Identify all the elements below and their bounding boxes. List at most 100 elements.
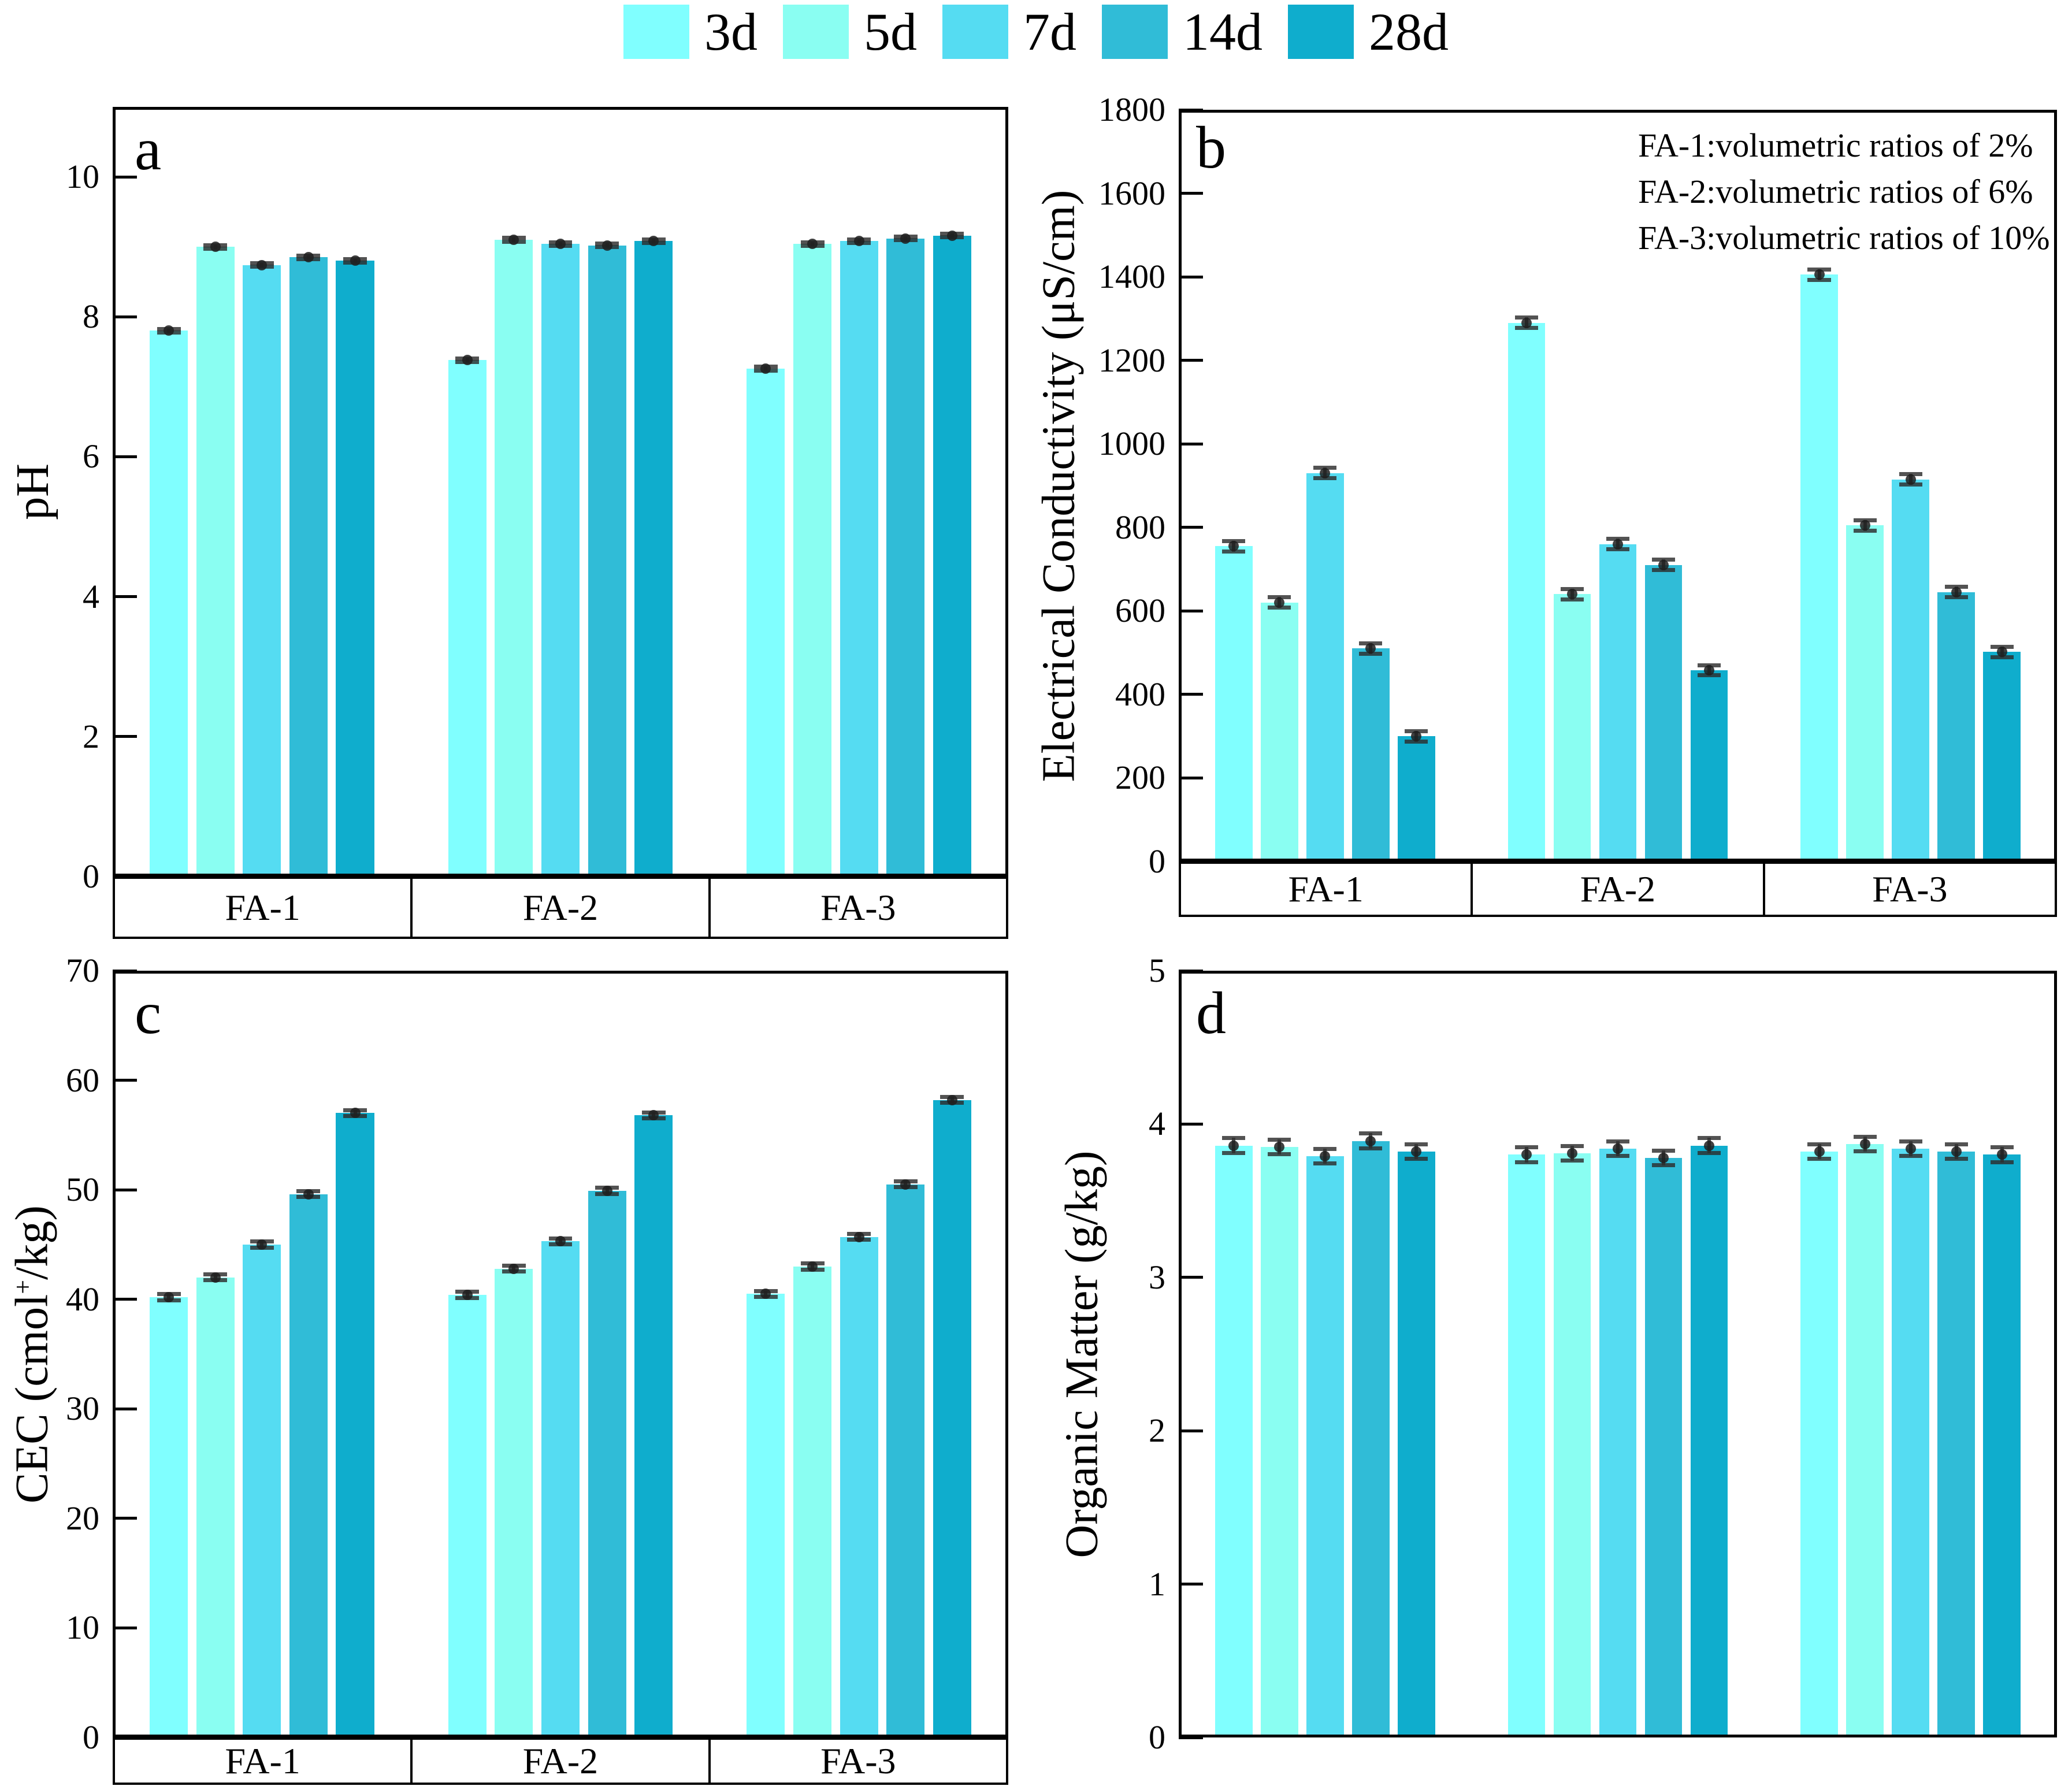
error-bar-dot <box>1411 1146 1422 1157</box>
bar-d-FA-2-28d <box>1690 1145 1728 1737</box>
error-bar-dot <box>1613 539 1623 549</box>
bar-a-FA-1-28d <box>336 261 374 877</box>
bar-d-FA-3-5d <box>1846 1143 1884 1737</box>
bar-a-FA-1-7d <box>243 265 281 877</box>
error-bar-dot <box>853 1231 864 1242</box>
bar-b-FA-3-28d <box>1983 652 2021 862</box>
error-bar-cap-bottom <box>1651 1163 1676 1168</box>
bar-d-FA-2-14d <box>1644 1157 1683 1737</box>
panel-letter-a: a <box>135 116 162 183</box>
bar-d-FA-3-7d <box>1892 1148 1930 1737</box>
y-tick-label-d-0: 0 <box>1149 1718 1165 1756</box>
y-tick-label-c-60: 60 <box>66 1061 99 1099</box>
group-label-a-FA-3: FA-3 <box>820 887 896 928</box>
error-bar-dot <box>1814 269 1825 280</box>
annotation-line-2: FA-2:volumetric ratios of 6% <box>1638 173 2033 211</box>
y-tick-label-a-6: 6 <box>83 437 99 476</box>
error-bar-dot <box>508 235 519 246</box>
y-axis-label-b: Electrical Conductivity (μS/cm) <box>1033 190 1084 782</box>
error-bar-dot <box>210 242 221 253</box>
error-bar-dot <box>1996 647 2007 658</box>
bar-c-FA-1-7d <box>243 1244 281 1737</box>
bar-d-FA-1-5d <box>1260 1147 1298 1737</box>
error-bar-cap-bottom <box>1807 277 1831 282</box>
group-label-b-FA-3: FA-3 <box>1872 868 1948 909</box>
panel-letter-d: d <box>1196 980 1226 1046</box>
error-bar-dot <box>257 259 268 270</box>
y-tick-label-c-20: 20 <box>66 1499 99 1537</box>
y-tick-a-10 <box>113 175 137 179</box>
legend-swatch-5d <box>783 5 849 59</box>
bar-a-FA-2-28d <box>634 241 673 877</box>
y-axis-label-a: pH <box>8 463 58 520</box>
y-tick-b-400 <box>1179 693 1203 696</box>
error-bar-cap-bottom <box>1222 1150 1246 1155</box>
error-bar-cap-bottom <box>1560 597 1584 601</box>
error-bar-cap-bottom <box>1560 1159 1584 1163</box>
y-tick-c-20 <box>113 1517 137 1520</box>
error-bar-dot <box>601 1186 612 1197</box>
error-bar-dot <box>350 1108 361 1119</box>
y-tick-c-10 <box>113 1626 137 1629</box>
error-bar-cap-top <box>1807 1142 1831 1146</box>
y-tick-label-a-0: 0 <box>83 857 99 895</box>
error-bar-dot <box>946 230 957 241</box>
bar-c-FA-2-3d <box>448 1295 487 1737</box>
error-bar-dot <box>648 236 659 247</box>
group-label-a-FA-2: FA-2 <box>413 879 711 937</box>
bar-a-FA-3-14d <box>886 238 925 877</box>
bar-b-FA-2-3d <box>1507 322 1546 862</box>
y-tick-label-d-5: 5 <box>1149 952 1165 989</box>
error-bar-dot <box>1951 586 1962 597</box>
error-bar-dot <box>164 1291 174 1302</box>
bar-c-FA-3-3d <box>747 1294 785 1737</box>
error-bar-cap-top <box>1853 1134 1877 1139</box>
legend: 3d 5d 7d 14d 28d <box>0 5 2072 59</box>
annotation-line-3: FA-3:volumetric ratios of 10% <box>1638 219 2050 257</box>
bar-a-FA-3-3d <box>747 368 785 877</box>
y-tick-label-b-800: 800 <box>1115 508 1165 546</box>
error-bar-dot <box>1613 1143 1623 1154</box>
error-bar-dot <box>900 1179 911 1190</box>
bar-a-FA-3-5d <box>793 244 832 877</box>
y-tick-label-b-0: 0 <box>1149 842 1165 880</box>
error-bar-dot <box>1365 643 1376 654</box>
error-bar-dot <box>853 236 864 247</box>
group-label-c-FA-2: FA-2 <box>413 1740 711 1783</box>
group-label-c-FA-3: FA-3 <box>820 1740 896 1781</box>
bar-c-FA-2-14d <box>588 1191 626 1737</box>
error-bar-cap-bottom <box>1405 739 1428 744</box>
bar-b-FA-1-3d <box>1215 546 1253 862</box>
y-tick-b-1200 <box>1179 359 1203 362</box>
y-tick-label-c-70: 70 <box>66 952 99 989</box>
error-bar-cap-bottom <box>1359 1146 1383 1150</box>
bar-c-FA-1-14d <box>289 1194 328 1737</box>
error-bar-cap-bottom <box>1359 651 1383 656</box>
bar-b-FA-3-14d <box>1937 592 1976 862</box>
error-bar-dot <box>1274 597 1285 608</box>
y-tick-d-0 <box>1179 1736 1203 1739</box>
error-bar-cap-bottom <box>1514 1160 1538 1164</box>
panel-letter-b: b <box>1196 114 1226 181</box>
error-bar-dot <box>1996 1149 2007 1160</box>
error-bar-dot <box>1905 474 1916 485</box>
legend-swatch-7d <box>942 5 1008 59</box>
error-bar-dot <box>760 363 771 374</box>
annotation-line-1: FA-1:volumetric ratios of 2% <box>1638 127 2033 164</box>
error-bar-dot <box>1658 1152 1669 1163</box>
bar-c-FA-3-5d <box>793 1266 832 1737</box>
bar-b-FA-2-7d <box>1599 544 1637 862</box>
error-bar-cap-bottom <box>1697 1150 1721 1155</box>
legend-label: 5d <box>864 2 917 61</box>
error-bar-dot <box>1859 1138 1870 1149</box>
error-bar-dot <box>1228 1140 1239 1151</box>
error-bar-dot <box>1274 1142 1285 1153</box>
y-tick-c-40 <box>113 1298 137 1301</box>
error-bar-cap-bottom <box>1313 1161 1337 1166</box>
error-bar-cap-top <box>1606 1139 1630 1143</box>
error-bar-dot <box>462 1290 473 1301</box>
legend-item-28d: 28d <box>1288 5 1449 59</box>
group-label-b-FA-2: FA-2 <box>1473 864 1765 915</box>
bar-b-FA-3-5d <box>1846 525 1884 862</box>
